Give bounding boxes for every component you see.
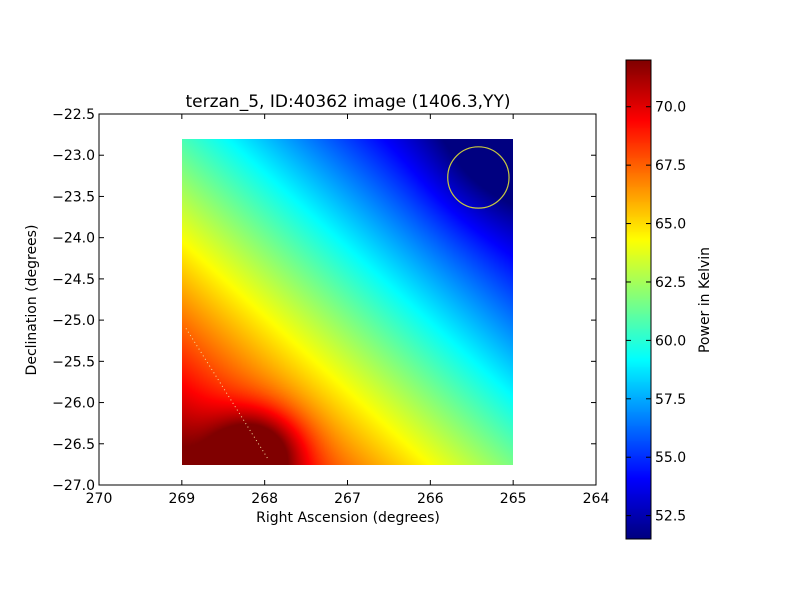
colorbar-ticks: 52.5 55.0 57.5 60.0 62.5 65.0 67.5 70.0 bbox=[626, 100, 686, 525]
plot-area: 270 269 268 267 266 265 264 −22.5 −23.0 −23.5 −24… bbox=[52, 107, 609, 507]
annotation-layer bbox=[185, 146, 510, 461]
x-tick-label: 266 bbox=[417, 491, 444, 507]
y-axis-label: Declination (degrees) bbox=[24, 225, 40, 376]
y-tick-label: −22.5 bbox=[52, 107, 95, 123]
colorbar-tick-label: 55.0 bbox=[655, 450, 686, 466]
y-tick-label: −23.0 bbox=[52, 148, 95, 164]
colorbar-tick-label: 60.0 bbox=[655, 333, 686, 349]
colorbar-tick-label: 70.0 bbox=[655, 100, 686, 116]
y-tick-label: −23.5 bbox=[52, 189, 95, 205]
y-tick-label: −25.0 bbox=[52, 313, 95, 329]
x-axis-ticks: 270 269 268 267 266 265 264 bbox=[86, 114, 610, 507]
x-tick-label: 270 bbox=[86, 491, 113, 507]
x-tick-label: 268 bbox=[251, 491, 278, 507]
y-tick-label: −24.0 bbox=[52, 231, 95, 247]
y-tick-label: −24.5 bbox=[52, 272, 95, 288]
colorbar-tick-label: 57.5 bbox=[655, 392, 686, 408]
colorbar-tick-label: 67.5 bbox=[655, 158, 686, 174]
colorbar: 52.5 55.0 57.5 60.0 62.5 65.0 67.5 70.0 Power i… bbox=[625, 59, 713, 540]
colorbar-tick-label: 52.5 bbox=[655, 509, 686, 525]
x-axis-label: Right Ascension (degrees) bbox=[256, 510, 440, 526]
chart-title: terzan_5, ID:40362 image (1406.3,YY) bbox=[186, 92, 511, 112]
source-circle bbox=[447, 146, 510, 209]
x-tick-label: 265 bbox=[500, 491, 527, 507]
y-axis-ticks: −22.5 −23.0 −23.5 −24.0 −24.5 −25.0 −25.5 −26.0… bbox=[52, 107, 596, 494]
heatmap-image bbox=[181, 138, 513, 465]
colorbar-gradient bbox=[626, 60, 651, 539]
x-tick-label: 264 bbox=[583, 491, 610, 507]
colorbar-tick-label: 62.5 bbox=[655, 275, 686, 291]
colorbar-frame bbox=[625, 59, 652, 540]
x-tick-label: 269 bbox=[168, 491, 195, 507]
y-tick-label: −25.5 bbox=[52, 354, 95, 370]
colorbar-label: Power in Kelvin bbox=[697, 247, 713, 353]
y-tick-label: −26.5 bbox=[52, 437, 95, 453]
y-tick-label: −27.0 bbox=[52, 478, 95, 494]
x-tick-label: 267 bbox=[334, 491, 361, 507]
colorbar-tick-label: 65.0 bbox=[655, 217, 686, 233]
y-tick-label: −26.0 bbox=[52, 396, 95, 412]
